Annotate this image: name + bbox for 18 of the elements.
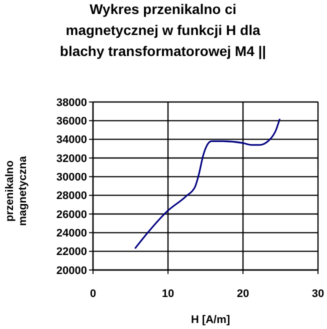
x-tick-label: 20 [236,288,250,300]
x-tick-label: 30 [312,288,324,300]
y-tick-label: 26000 [56,208,87,221]
y-tick-label: 34000 [56,134,87,146]
y-tick-label: 30000 [56,172,87,184]
x-tick-label: 0 [90,288,96,300]
y-axis-title: przenikalno magnetyczna [4,155,29,226]
y-tick-label: 20000 [56,264,87,277]
y-tick-label: 24000 [56,228,87,240]
x-tick-label: 10 [162,288,174,300]
line-series [134,118,281,250]
y-tick-label: 22000 [56,246,87,258]
y-tick-label: 28000 [56,190,87,202]
y-tick-label: 36000 [56,116,87,128]
y-tick-label: 32000 [56,152,87,165]
x-axis-title: H [A/m] [190,314,230,326]
chart-title: Wykres przenikalno ci magnetycznej w funkcji H dla blachy transformatorowej M4 || [60,1,266,60]
y-tick-label: 38000 [56,96,87,109]
